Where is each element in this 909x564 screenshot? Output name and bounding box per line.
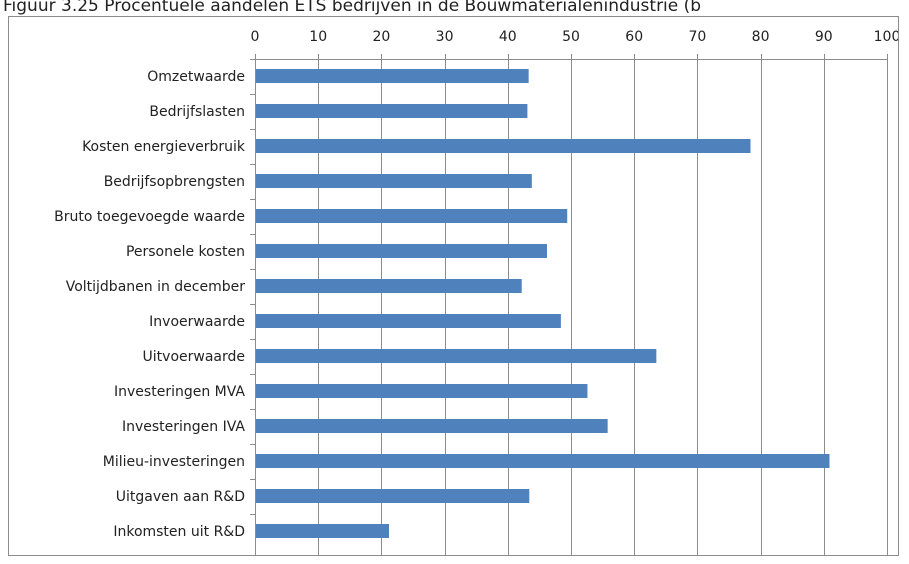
category-label: Invoerwaarde: [149, 314, 245, 330]
figure-title: Figuur 3.25 Procentuele aandelen ETS bed…: [3, 0, 702, 16]
x-tick-label: 90: [815, 29, 833, 45]
category-label: Investeringen IVA: [122, 419, 245, 435]
category-label: Investeringen MVA: [114, 384, 245, 400]
bar: [256, 69, 529, 83]
bar: [256, 279, 522, 293]
bar: [256, 174, 532, 188]
bar: [256, 489, 530, 503]
category-label: Bruto toegevoegde waarde: [54, 209, 245, 225]
bar: [256, 524, 389, 538]
bar: [256, 244, 547, 258]
bar: [256, 419, 608, 433]
category-label: Inkomsten uit R&D: [113, 524, 245, 540]
category-label: Omzetwaarde: [147, 69, 245, 85]
x-tick-label: 20: [372, 29, 390, 45]
bar-chart: 0 10 20 30 40 50 60 70 80 90 100 Omzetwaarde Bedrijf…: [54, 29, 899, 555]
x-tick-label: 50: [562, 29, 580, 45]
bar: [256, 384, 588, 398]
category-label: Uitvoerwaarde: [143, 349, 245, 365]
category-label: Milieu-investeringen: [103, 454, 245, 470]
x-tick-label: 10: [309, 29, 327, 45]
category-label: Kosten energieverbruik: [82, 139, 246, 155]
bar: [256, 209, 568, 223]
x-tick-label: 80: [752, 29, 770, 45]
bar: [256, 349, 657, 363]
chart-frame: 0 10 20 30 40 50 60 70 80 90 100 Omzetwaarde Bedrijf…: [8, 16, 899, 556]
x-tick-label: 60: [625, 29, 643, 45]
bar: [256, 139, 751, 153]
x-tick-label: 40: [499, 29, 517, 45]
x-tick-label: 0: [251, 29, 260, 45]
category-label: Bedrijfslasten: [149, 104, 245, 120]
category-label: Voltijdbanen in december: [66, 279, 246, 295]
x-tick-label: 70: [688, 29, 706, 45]
bar: [256, 314, 561, 328]
bar: [256, 454, 830, 468]
bar: [256, 104, 528, 118]
category-label: Uitgaven aan R&D: [116, 489, 245, 505]
x-tick-label: 30: [436, 29, 454, 45]
category-label: Personele kosten: [126, 244, 245, 260]
x-tick-label: 100: [874, 29, 899, 45]
category-label: Bedrijfsopbrengsten: [104, 174, 245, 190]
